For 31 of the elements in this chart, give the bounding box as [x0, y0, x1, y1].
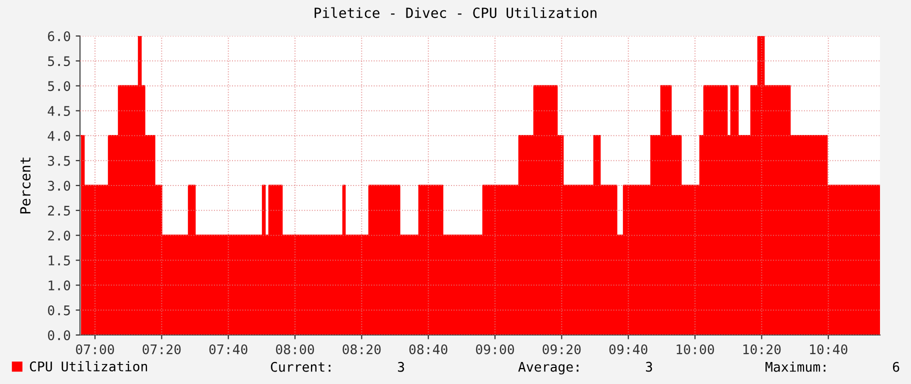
- y-tick-label: 1.0: [48, 280, 70, 290]
- y-tick-label: 5.5: [48, 56, 70, 66]
- x-tick-label: 10:40: [810, 344, 848, 354]
- text: Current: 3: [270, 362, 404, 372]
- y-tick-label: 3.0: [48, 180, 70, 191]
- text: Maximum: 6: [766, 362, 900, 372]
- x-tick-label: 10:20: [743, 344, 781, 354]
- y-tick-label: 4.5: [48, 106, 70, 116]
- x-tick-label: 07:40: [209, 344, 248, 354]
- x-tick-label: 08:20: [342, 344, 381, 354]
- chart-title: Piletice - Divec - CPU Utilization: [314, 7, 596, 18]
- y-tick-label: 2.0: [48, 230, 70, 241]
- legend-label: CPU Utilization: [30, 361, 148, 372]
- x-tick-label: 08:40: [409, 344, 448, 354]
- y-tick-label: 4.0: [48, 130, 70, 141]
- y-tick-label: 3.5: [48, 156, 70, 166]
- y-tick-label: 0.5: [48, 305, 70, 316]
- x-tick-label: 07:20: [142, 344, 181, 354]
- x-tick-label: 08:00: [276, 344, 314, 354]
- y-tick-label: 5.0: [48, 81, 70, 92]
- y-tick-label: 0.0: [48, 330, 70, 340]
- x-tick-label: 09:40: [609, 344, 648, 354]
- y-tick-label: 6.0: [48, 31, 70, 42]
- x-tick-label: 09:00: [476, 344, 514, 354]
- text: Average: 3: [518, 362, 652, 374]
- x-tick-label: 07:00: [76, 344, 114, 354]
- y-axis-title: Percent: [20, 158, 31, 214]
- x-tick-label: 10:00: [676, 344, 714, 354]
- y-tick-label: 1.5: [48, 256, 70, 266]
- x-tick-label: 09:20: [542, 344, 581, 354]
- y-tick-label: 2.5: [48, 206, 70, 216]
